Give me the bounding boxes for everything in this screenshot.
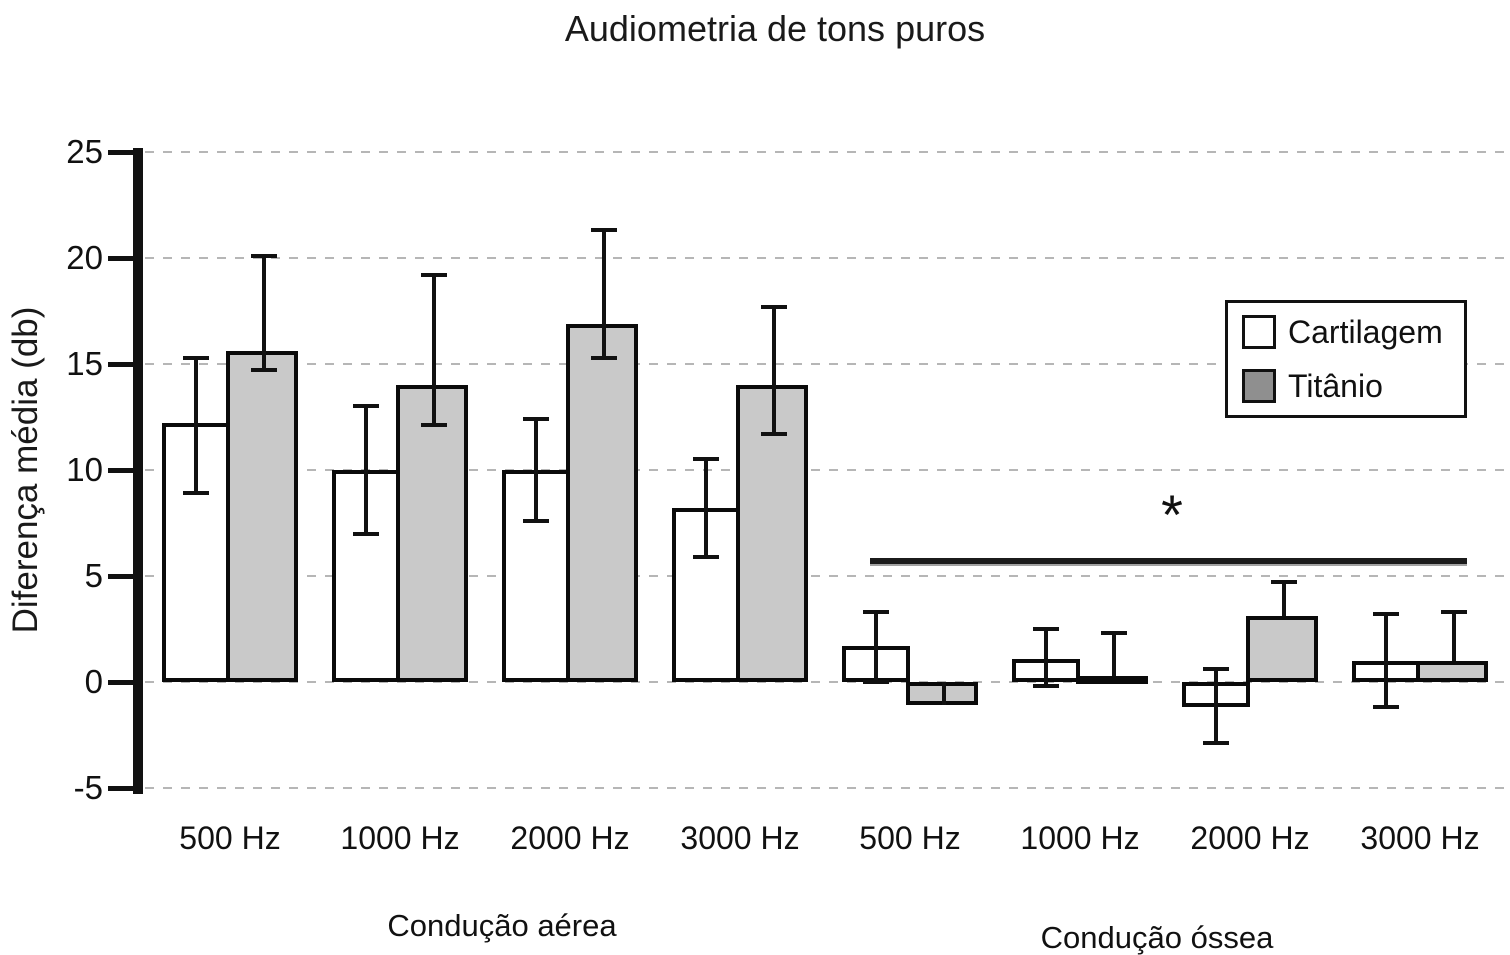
error-cap-high-titânio-1 <box>421 272 447 277</box>
error-cap-low-cartilagem-7 <box>1373 705 1399 710</box>
error-cap-low-cartilagem-3 <box>693 554 719 559</box>
bar-titânio-6 <box>1246 616 1318 682</box>
legend: Cartilagem Titânio <box>1225 300 1467 418</box>
y-tick--5 <box>108 786 134 791</box>
error-cap-low-cartilagem-2 <box>523 518 549 523</box>
legend-label-titanio: Titânio <box>1288 367 1383 404</box>
error-cap-high-titânio-2 <box>591 228 617 233</box>
x-tick-label-0: 500 Hz <box>179 820 281 856</box>
section-label-air-conduction: Condução aérea <box>387 908 617 943</box>
y-tick-label-15: 15 <box>66 345 103 382</box>
x-tick-label-4: 500 Hz <box>859 820 961 856</box>
error-cap-high-titânio-0 <box>251 253 277 258</box>
error-cap-low-titânio-1 <box>421 423 447 428</box>
y-tick-label--5: -5 <box>73 769 103 806</box>
legend-row-titanio: Titânio <box>1242 361 1464 411</box>
error-bar-titânio-6 <box>1282 582 1286 617</box>
gridline-15 <box>145 363 1510 365</box>
gridline-10 <box>145 469 1510 471</box>
error-bar-cartilagem-6 <box>1214 669 1218 744</box>
y-tick-label-0: 0 <box>84 663 103 700</box>
error-bar-titânio-1 <box>432 274 436 426</box>
error-bar-cartilagem-2 <box>534 419 538 521</box>
x-tick-label-5: 1000 Hz <box>1020 820 1140 856</box>
error-cap-low-titânio-2 <box>591 355 617 360</box>
error-cap-high-titânio-7 <box>1441 610 1467 615</box>
gridline--5 <box>145 787 1510 789</box>
error-cap-high-cartilagem-4 <box>863 610 889 615</box>
error-cap-low-cartilagem-1 <box>353 531 379 536</box>
error-cap-high-cartilagem-6 <box>1203 667 1229 672</box>
legend-label-cartilagem: Cartilagem <box>1288 313 1443 350</box>
bar-titânio-2 <box>566 323 638 682</box>
error-cap-low-titânio-3 <box>761 431 787 436</box>
error-bar-titânio-2 <box>602 230 606 358</box>
error-cap-low-cartilagem-6 <box>1203 741 1229 746</box>
significance-line <box>870 558 1467 564</box>
y-tick-20 <box>108 256 134 261</box>
error-cap-low-cartilagem-5 <box>1033 684 1059 689</box>
error-cap-high-titânio-5 <box>1101 631 1127 636</box>
y-tick-label-10: 10 <box>66 451 103 488</box>
legend-swatch-titanio <box>1242 369 1276 403</box>
error-cap-high-cartilagem-5 <box>1033 627 1059 631</box>
bar-titânio-7 <box>1416 660 1488 682</box>
error-bar-titânio-4 <box>942 682 946 706</box>
significance-asterisk: * <box>1161 483 1183 546</box>
error-bar-cartilagem-1 <box>364 406 368 534</box>
y-tick-10 <box>108 468 134 473</box>
error-bar-cartilagem-4 <box>874 612 878 682</box>
error-cap-low-cartilagem-0 <box>183 491 209 496</box>
error-bar-cartilagem-5 <box>1044 629 1048 687</box>
error-bar-titânio-5 <box>1112 633 1116 676</box>
bar-titânio-0 <box>226 351 298 682</box>
x-tick-label-3: 3000 Hz <box>680 820 800 856</box>
gridline-25 <box>145 151 1510 153</box>
gridline-20 <box>145 257 1510 259</box>
x-tick-label-7: 3000 Hz <box>1360 820 1480 856</box>
bar-titânio-5 <box>1076 675 1148 684</box>
section-label-bone-conduction: Condução óssea <box>1040 920 1274 955</box>
y-tick-0 <box>108 680 134 685</box>
gridline-5 <box>145 575 1510 577</box>
x-tick-label-2: 2000 Hz <box>510 820 630 856</box>
error-cap-high-titânio-6 <box>1271 580 1297 585</box>
error-cap-low-titânio-0 <box>251 368 277 373</box>
chart-title: Audiometria de tons puros <box>564 8 986 49</box>
error-cap-high-cartilagem-0 <box>183 355 209 360</box>
bar-titânio-1 <box>396 385 468 682</box>
error-bar-cartilagem-3 <box>704 459 708 557</box>
x-tick-label-1: 1000 Hz <box>340 820 460 856</box>
error-cap-high-cartilagem-7 <box>1373 612 1399 617</box>
error-bar-titânio-7 <box>1452 612 1456 661</box>
error-bar-titânio-0 <box>262 255 266 371</box>
y-tick-5 <box>108 574 134 579</box>
y-tick-15 <box>108 362 134 367</box>
error-cap-low-cartilagem-4 <box>863 680 889 684</box>
error-cap-high-cartilagem-2 <box>523 417 549 422</box>
gridline-0 <box>145 681 1510 683</box>
y-tick-label-25: 25 <box>66 133 103 170</box>
error-cap-high-titânio-3 <box>761 304 787 309</box>
y-axis-spine <box>133 148 143 794</box>
legend-swatch-cartilagem <box>1242 315 1276 349</box>
error-bar-cartilagem-0 <box>194 357 198 494</box>
error-bar-cartilagem-7 <box>1384 614 1388 708</box>
legend-row-cartilagem: Cartilagem <box>1242 307 1464 357</box>
y-tick-label-5: 5 <box>84 557 103 594</box>
error-cap-high-cartilagem-3 <box>693 457 719 462</box>
y-tick-label-20: 20 <box>66 239 103 276</box>
error-cap-high-cartilagem-1 <box>353 404 379 409</box>
y-tick-25 <box>108 150 134 155</box>
x-tick-label-6: 2000 Hz <box>1190 820 1310 856</box>
error-bar-titânio-3 <box>772 306 776 434</box>
